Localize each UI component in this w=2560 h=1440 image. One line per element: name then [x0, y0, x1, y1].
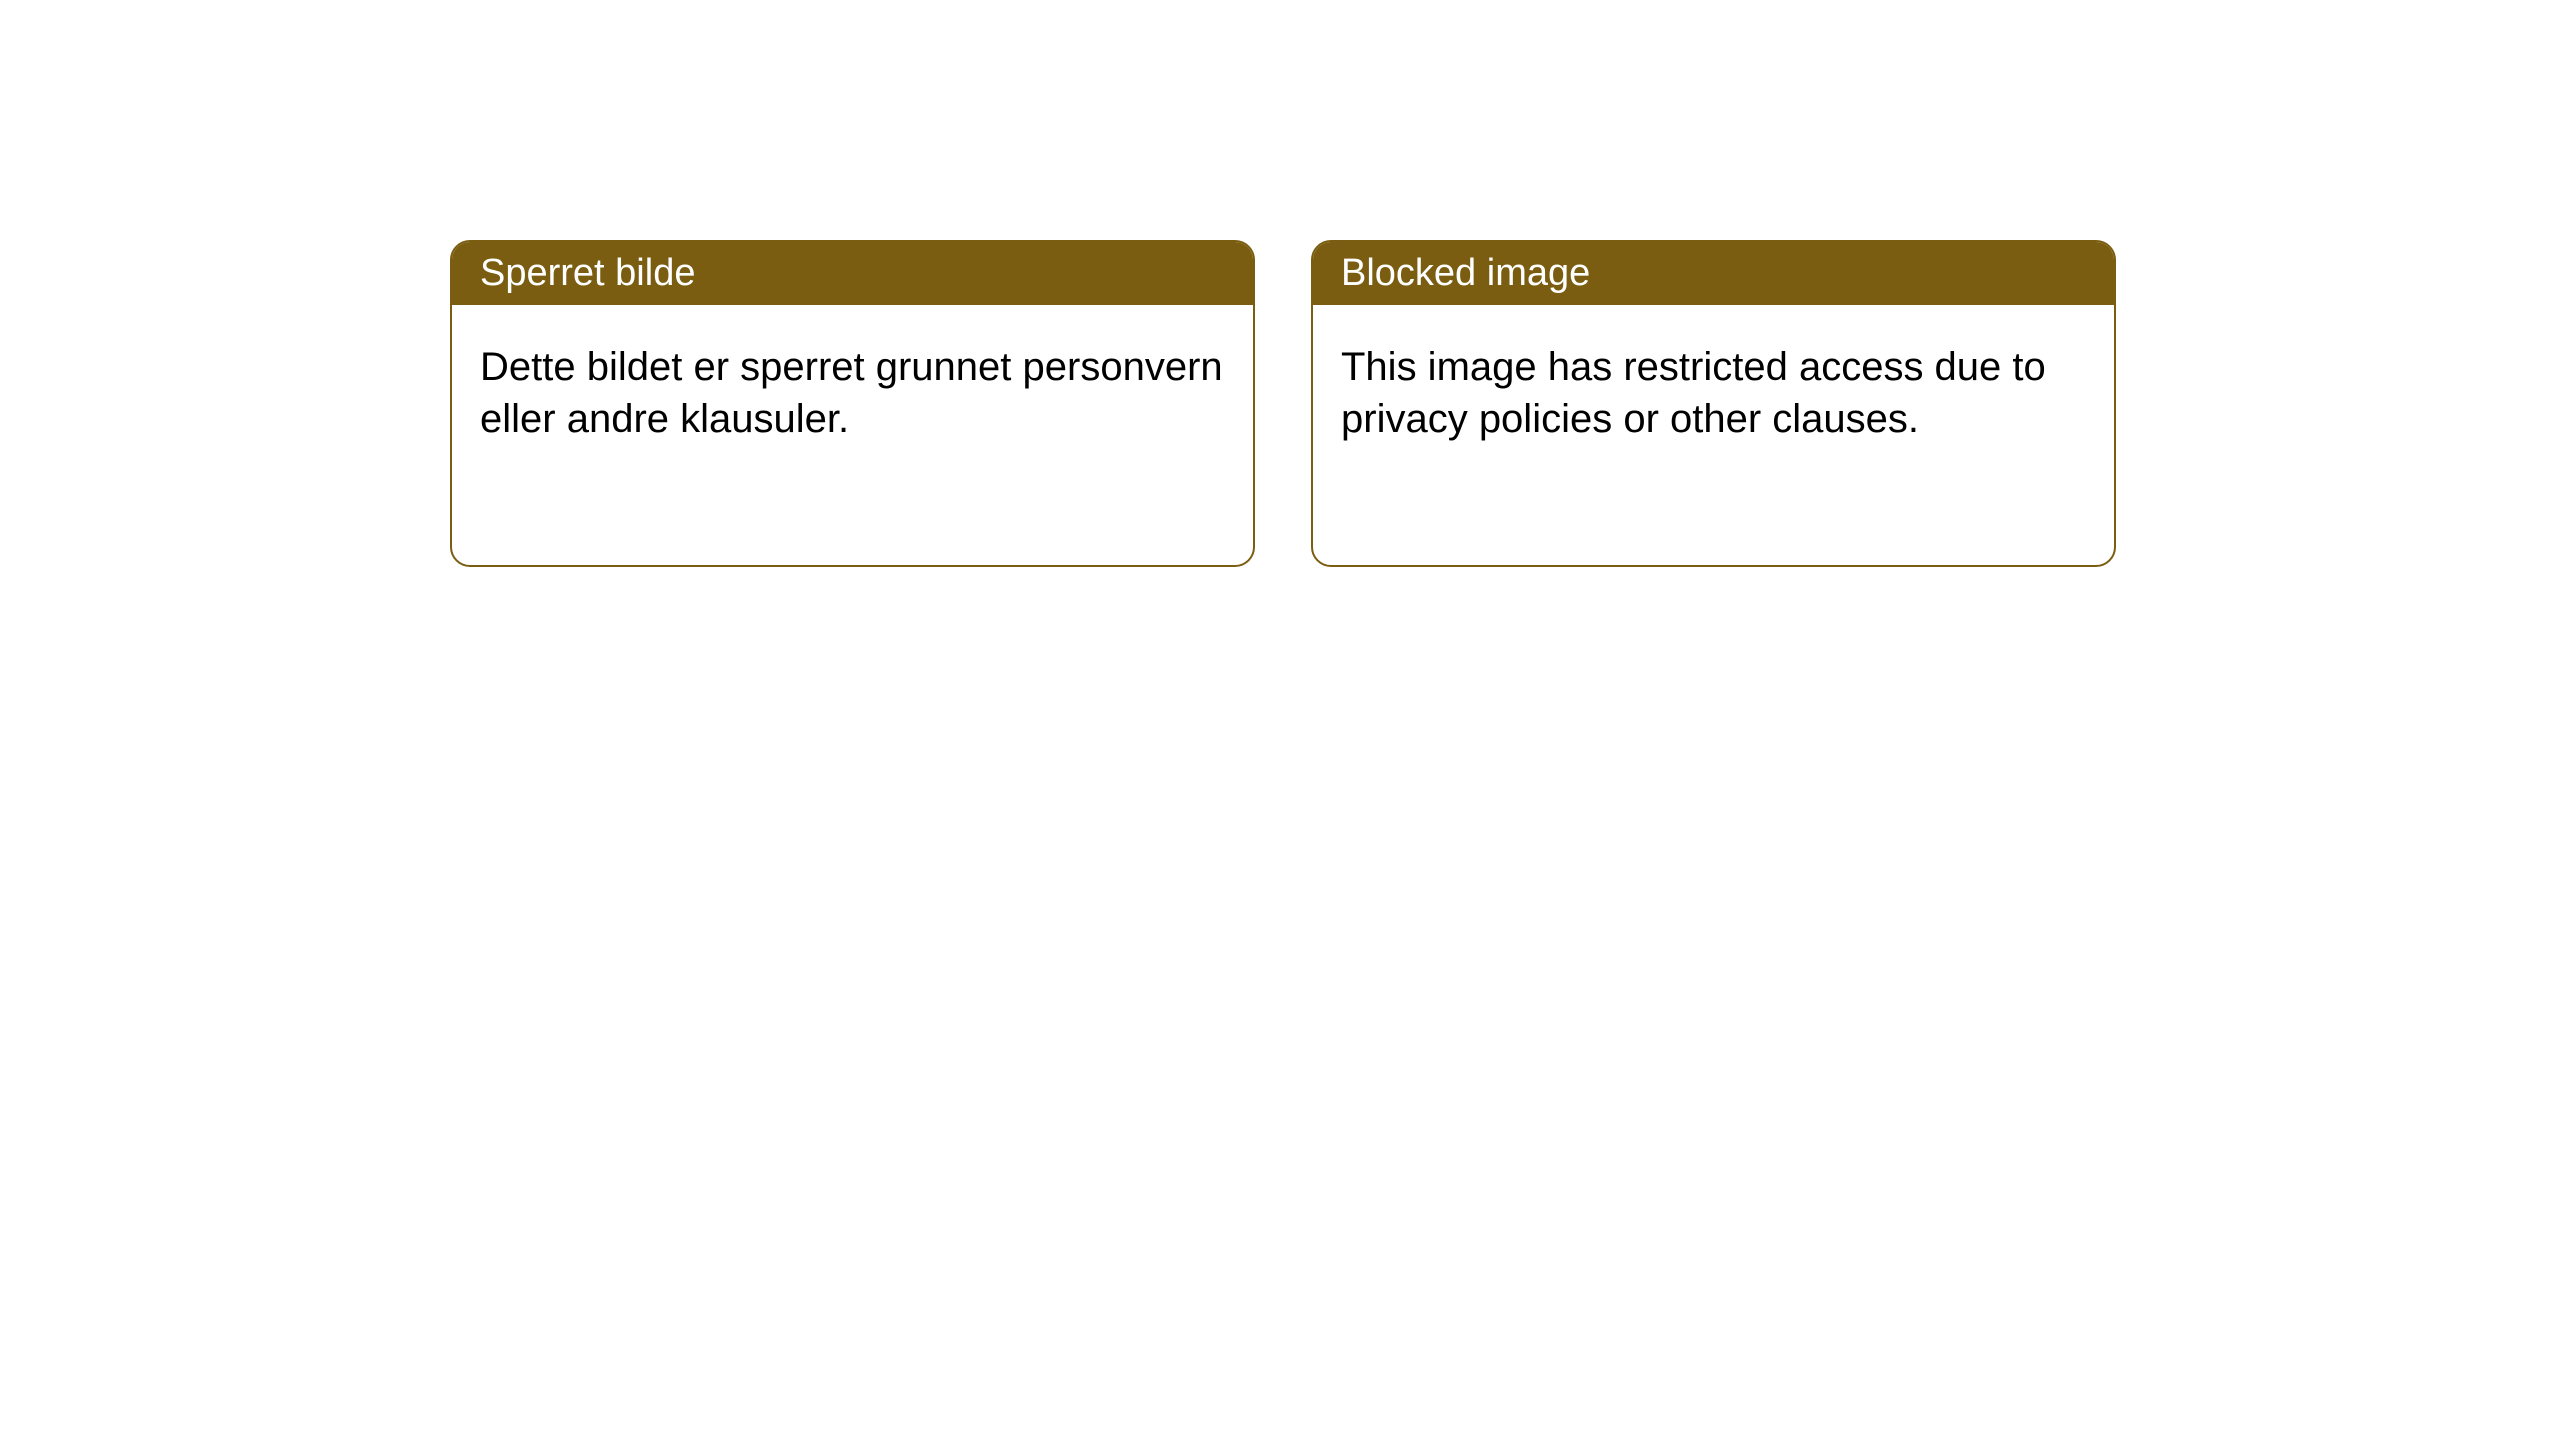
blocked-image-card-no: Sperret bilde Dette bildet er sperret gr… — [450, 240, 1255, 567]
card-body-no: Dette bildet er sperret grunnet personve… — [452, 305, 1253, 565]
card-header-no: Sperret bilde — [452, 242, 1253, 305]
card-message-en: This image has restricted access due to … — [1341, 345, 2046, 441]
cards-container: Sperret bilde Dette bildet er sperret gr… — [0, 0, 2560, 567]
card-title-en: Blocked image — [1341, 252, 1590, 294]
card-message-no: Dette bildet er sperret grunnet personve… — [480, 345, 1223, 441]
card-title-no: Sperret bilde — [480, 252, 695, 294]
card-header-en: Blocked image — [1313, 242, 2114, 305]
blocked-image-card-en: Blocked image This image has restricted … — [1311, 240, 2116, 567]
card-body-en: This image has restricted access due to … — [1313, 305, 2114, 565]
